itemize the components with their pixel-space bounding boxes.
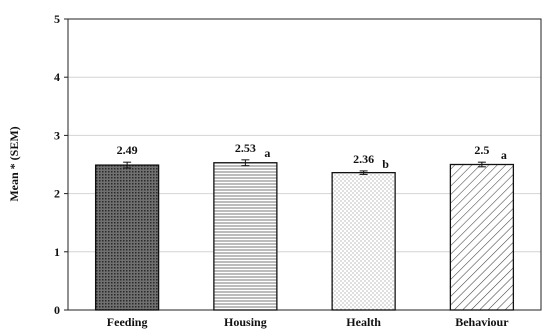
plot-frame (67, 18, 542, 311)
value-label-feeding: 2.49 (117, 143, 138, 157)
y-axis-title: Mean * (SEM) (7, 126, 21, 201)
bar-labels: 2.49 2.53 a 2.36 b 2.5 a (117, 141, 507, 171)
value-label-housing: 2.53 (235, 141, 256, 155)
x-tick-label-feeding: Feeding (107, 315, 148, 329)
value-label-health: 2.36 (353, 152, 374, 166)
bar-feeding (94, 164, 160, 311)
y-tick-label: 4 (54, 70, 60, 84)
error-bar-housing (241, 159, 250, 167)
y-tick-label: 1 (54, 245, 60, 259)
y-tick-label: 2 (54, 187, 60, 201)
y-axis-ticks: 0 1 2 3 4 5 (54, 12, 68, 317)
x-tick-label-behaviour: Behaviour (455, 315, 509, 329)
y-tick-label: 0 (54, 303, 60, 317)
significance-letter-housing: a (264, 146, 270, 160)
x-axis-ticks: Feeding Housing Health Behaviour (107, 315, 509, 329)
y-tick-label: 5 (54, 12, 60, 26)
value-label-behaviour: 2.5 (474, 143, 489, 157)
error-bar-behaviour (477, 161, 486, 168)
axes (67, 18, 542, 311)
y-tick-label: 3 (54, 128, 60, 142)
bar-behaviour (449, 163, 515, 311)
error-bar-feeding (123, 161, 132, 169)
x-tick-label-housing: Housing (224, 315, 267, 329)
bar-health (331, 171, 396, 311)
significance-letter-health: b (382, 157, 389, 171)
bars (94, 159, 515, 311)
significance-letter-behaviour: a (501, 148, 507, 162)
x-tick-label-health: Health (346, 315, 381, 329)
error-bar-health (359, 170, 368, 175)
bar-housing (213, 162, 278, 311)
